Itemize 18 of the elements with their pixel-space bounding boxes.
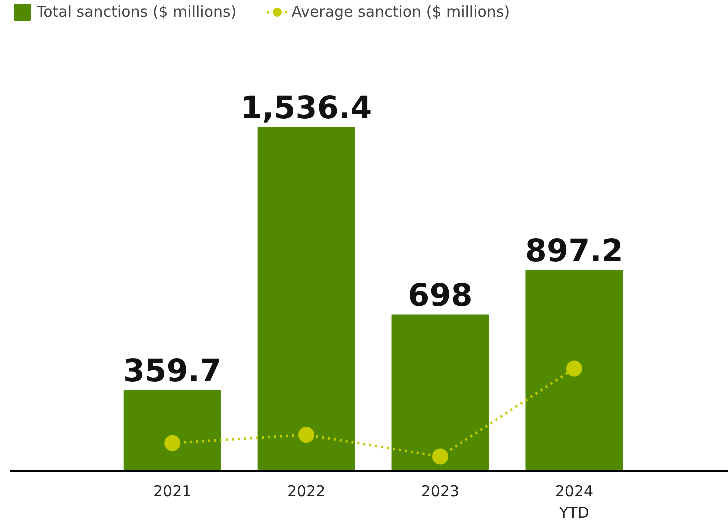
bar — [124, 390, 222, 472]
data-label: 897.2 — [525, 233, 624, 270]
bar — [258, 127, 356, 472]
x-tick-label: 2021 — [154, 482, 192, 500]
data-label: 1,536.4 — [240, 90, 372, 126]
point — [566, 360, 582, 377]
point — [432, 448, 448, 465]
data-label: 698 — [408, 278, 473, 314]
legend-label: Total sanctions ($ millions) — [37, 3, 237, 21]
legend-label: Average sanction ($ millions) — [292, 3, 510, 21]
x-tick-label: 2022 — [287, 482, 326, 500]
x-tick-label: 2023 — [421, 482, 460, 500]
bar — [392, 314, 490, 472]
point — [164, 435, 181, 452]
point — [298, 427, 315, 444]
bar — [526, 270, 624, 472]
x-tick-label: 2024 YTD — [555, 482, 594, 522]
data-label: 359.7 — [124, 354, 222, 390]
